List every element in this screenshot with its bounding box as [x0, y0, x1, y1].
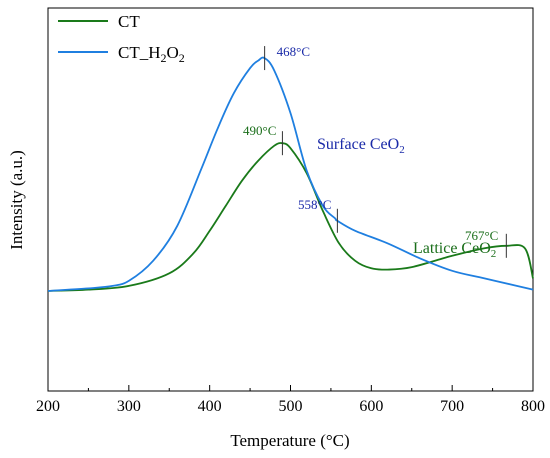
region-label-surface: Surface CeO2	[317, 136, 405, 156]
peak-label: 558°C	[298, 197, 331, 212]
x-tick-label: 700	[440, 398, 464, 415]
y-axis-label: Intensity (a.u.)	[7, 150, 26, 250]
legend: CT CT_H2O2	[58, 12, 185, 65]
peak-label: 767°C	[465, 228, 498, 243]
x-ticks: 200 300 400 500 600 700 800	[36, 385, 545, 415]
region-label-lattice: Lattice CeO2	[413, 240, 496, 260]
peak-label: 468°C	[277, 44, 310, 59]
x-axis-label: Temperature (°C)	[230, 431, 349, 450]
x-tick-label: 200	[36, 398, 60, 415]
peak-label: 490°C	[243, 123, 276, 138]
plot-frame	[47, 7, 534, 392]
x-tick-label: 600	[359, 398, 383, 415]
legend-label-ct: CT	[118, 12, 140, 31]
x-tick-label: 400	[198, 398, 222, 415]
x-tick-label: 500	[279, 398, 303, 415]
x-tick-label: 300	[117, 398, 141, 415]
peak-markers: 468°C 490°C 558°C 767°C	[243, 44, 507, 258]
series-layer	[47, 56, 534, 292]
series-line-ct	[47, 142, 534, 292]
legend-label-ct-h2o2: CT_H2O2	[118, 43, 185, 65]
x-tick-label: 800	[521, 398, 545, 415]
series-line-ct-h2o2	[47, 56, 534, 292]
